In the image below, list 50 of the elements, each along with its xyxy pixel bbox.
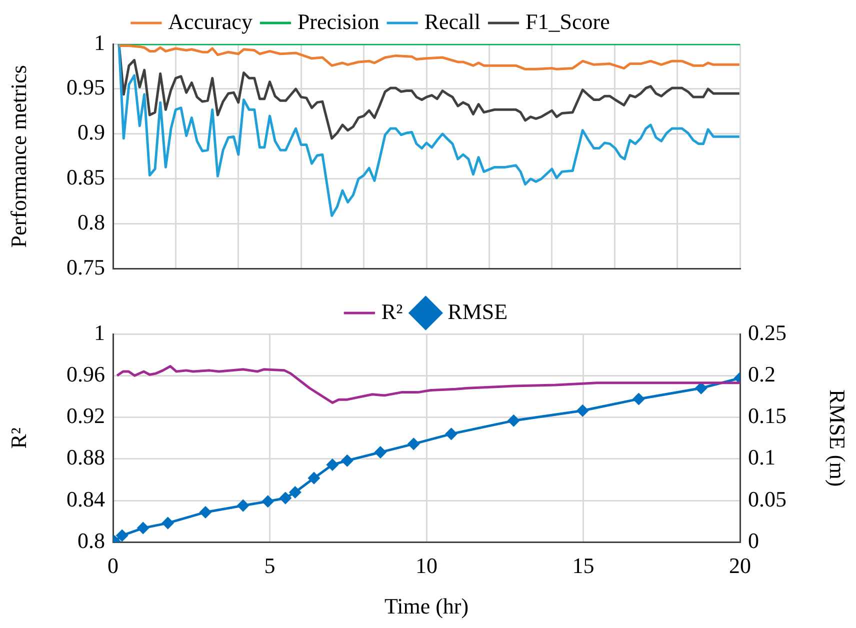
x-axis-title: Time (hr): [384, 594, 469, 619]
point: [446, 428, 458, 440]
x-tick-label: 10: [416, 553, 438, 578]
legend-label: Precision: [297, 8, 380, 34]
y-tick-label: 0.9: [78, 120, 105, 145]
x-tick-label: 0: [108, 553, 118, 578]
point: [374, 446, 386, 458]
y2-tick-label: 0.1: [748, 444, 776, 470]
y2-tick-label: 0.05: [748, 486, 786, 512]
x-tick-label: 15: [572, 553, 594, 578]
y-tick-label: 0.95: [66, 74, 105, 100]
y-tick-label: 0.84: [66, 486, 105, 512]
point: [508, 414, 520, 426]
y2-tick-label: 0: [748, 528, 759, 553]
legend-label: Recall: [424, 8, 481, 34]
x-tick-label: 5: [264, 553, 276, 578]
point: [408, 438, 420, 450]
point: [632, 393, 644, 405]
y2-tick-label: 0.2: [748, 361, 776, 386]
y-axis-title: Performance metrics: [6, 65, 31, 248]
point: [137, 522, 149, 534]
y2-tick-label: 0.15: [748, 403, 786, 428]
point: [326, 459, 338, 470]
point: [280, 492, 292, 504]
legend-label: R²: [381, 298, 404, 324]
y-tick-label: 1: [94, 320, 105, 345]
legend-label: RMSE: [448, 298, 508, 324]
legend-label: F1_Score: [526, 8, 610, 34]
y-tick-label: 0.75: [66, 254, 105, 280]
y-tick-label: 0.8: [78, 528, 105, 553]
point: [576, 404, 588, 416]
point: [341, 454, 353, 466]
point: [200, 506, 212, 518]
y-tick-label: 0.85: [66, 164, 105, 190]
point: [289, 486, 301, 498]
y2-axis-title: RMSE (m): [825, 390, 850, 487]
x-tick-label: 20: [729, 553, 751, 578]
point: [237, 500, 249, 512]
point: [262, 496, 274, 508]
y-tick-label: 0.96: [66, 361, 105, 386]
y-tick-label: 0.92: [66, 403, 105, 428]
y-tick-label: 1: [94, 30, 105, 55]
point: [162, 517, 174, 529]
y-tick-label: 0.8: [78, 210, 105, 235]
y2-tick-label: 0.25: [748, 320, 786, 345]
point: [308, 472, 320, 484]
y-axis-title: R²: [6, 427, 31, 449]
y-tick-label: 0.88: [66, 444, 105, 470]
point: [116, 530, 128, 542]
legend-label: Accuracy: [168, 8, 252, 34]
